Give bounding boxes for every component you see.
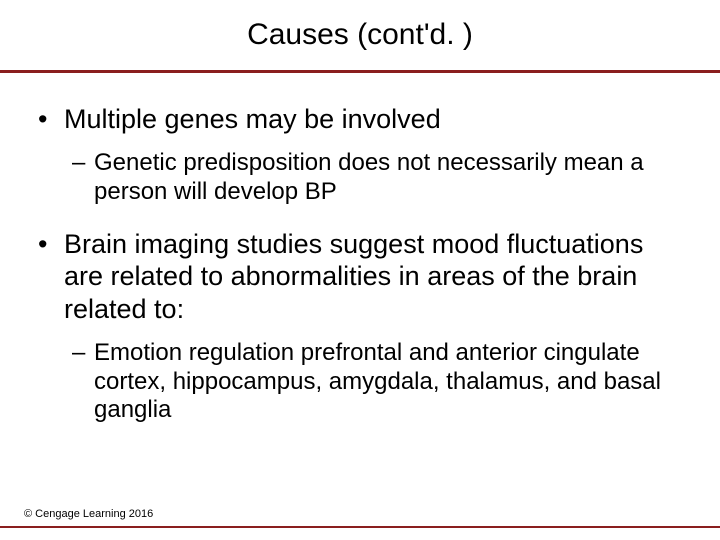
copyright-text: © Cengage Learning 2016 <box>24 508 153 520</box>
bullet-dash-icon: – <box>72 149 94 206</box>
bullet-level-1: • Brain imaging studies suggest mood flu… <box>38 228 678 325</box>
slide: Causes (cont'd. ) • Multiple genes may b… <box>0 0 720 540</box>
footer-rule <box>0 526 720 528</box>
horizontal-rule <box>0 70 720 73</box>
slide-title: Causes (cont'd. ) <box>0 0 720 70</box>
bullet-dash-icon: – <box>72 339 94 424</box>
bullet-level-2: – Genetic predisposition does not necess… <box>72 149 678 206</box>
slide-content: • Multiple genes may be involved – Genet… <box>0 103 720 424</box>
bullet-level-1: • Multiple genes may be involved <box>38 103 678 135</box>
bullet-text: Multiple genes may be involved <box>64 103 678 135</box>
bullet-level-2: – Emotion regulation prefrontal and ante… <box>72 339 678 424</box>
bullet-dot-icon: • <box>38 103 64 135</box>
bullet-text: Genetic predisposition does not necessar… <box>94 149 678 206</box>
bullet-text: Brain imaging studies suggest mood fluct… <box>64 228 678 325</box>
bullet-text: Emotion regulation prefrontal and anteri… <box>94 339 678 424</box>
bullet-dot-icon: • <box>38 228 64 325</box>
